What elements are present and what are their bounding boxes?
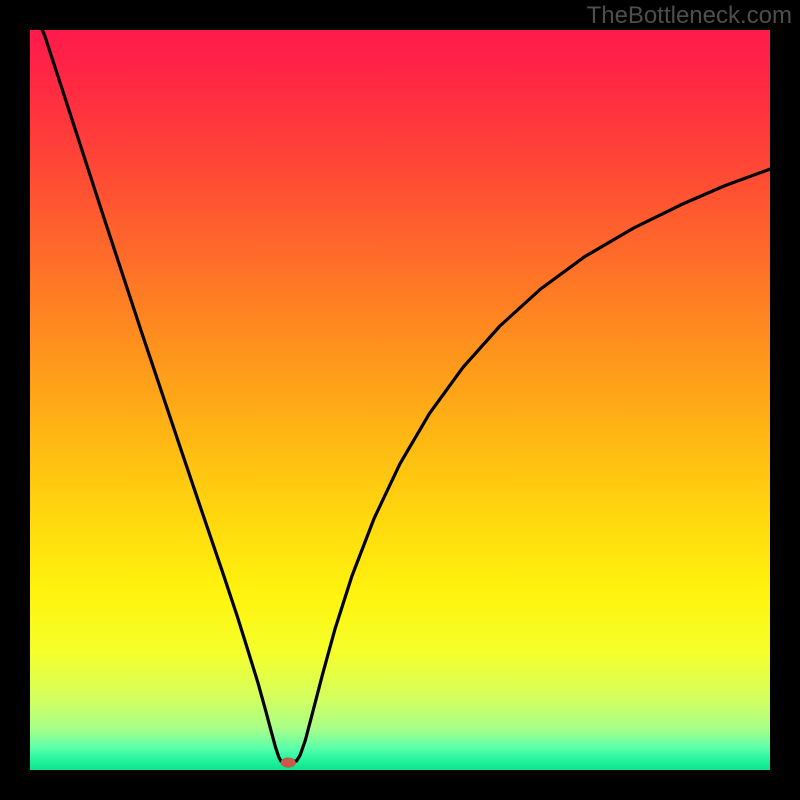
plot-background [30, 30, 770, 770]
optimal-point-marker [281, 758, 296, 768]
watermark-text: TheBottleneck.com [587, 2, 792, 30]
chart-container: { "watermark": { "text": "TheBottleneck.… [0, 0, 800, 800]
chart-svg [0, 0, 800, 800]
